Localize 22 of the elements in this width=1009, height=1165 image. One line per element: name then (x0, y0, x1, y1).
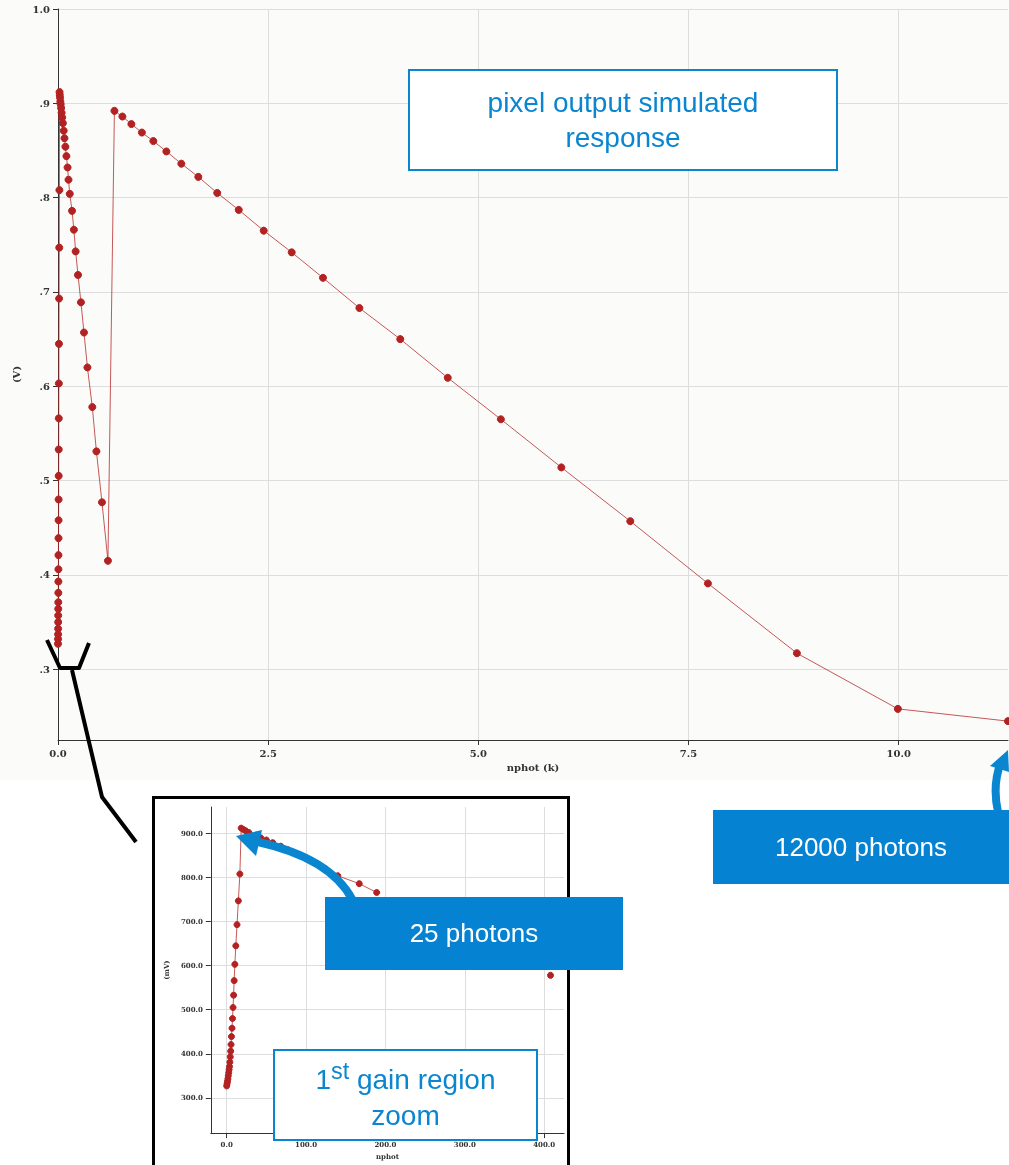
y-tick-label: .7 (39, 286, 51, 298)
y-axis-title: (V) (11, 365, 23, 384)
annotation: pixel output simulated response (486, 86, 760, 155)
y-tick-label: .3 (39, 663, 51, 675)
x-tick-label: 10.0 (886, 747, 911, 759)
x-tick-label: 0.0 (49, 747, 67, 759)
y-tick-label: .5 (39, 475, 51, 487)
y-tick-label: .8 (39, 192, 51, 204)
callout-box: 25 photons (325, 897, 623, 970)
annotation: 1$^{st}$ gain region zoom (314, 1057, 497, 1133)
y-tick-label: 1.0 (32, 3, 51, 15)
callout-box: 1$^{st}$ gain region zoom (273, 1049, 538, 1141)
callout-box: 12000 photons (713, 810, 1009, 884)
x-tick-label: 2.5 (259, 747, 277, 759)
callout-box: pixel output simulated response (408, 69, 838, 171)
x-tick-label: 5.0 (469, 747, 488, 759)
y-tick-label: .9 (39, 97, 51, 109)
y-tick-label: .4 (39, 569, 51, 581)
x-axis-title: nphot (k) (506, 762, 560, 774)
annotation: 25 photons (409, 917, 539, 950)
x-tick-label: 7.5 (679, 747, 698, 759)
y-tick-label: .6 (39, 380, 51, 392)
